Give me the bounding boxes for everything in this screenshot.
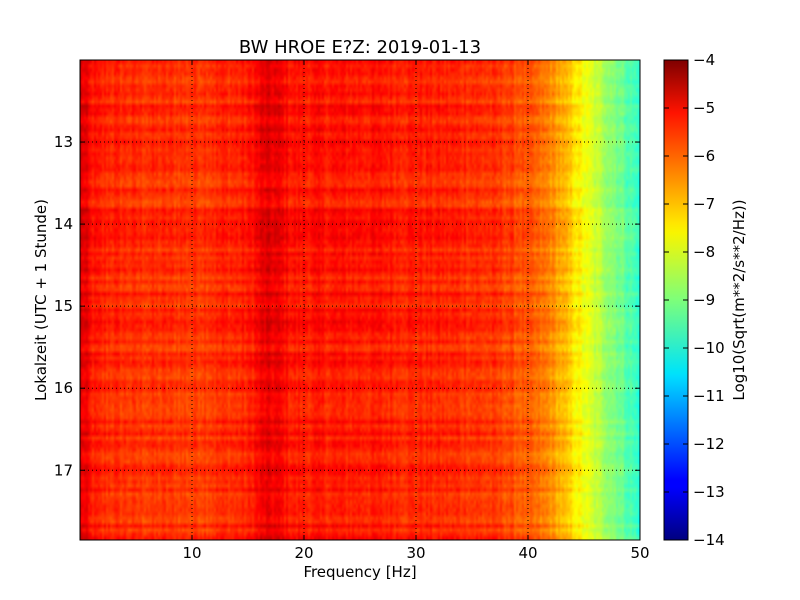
y-tick-label: 14	[54, 215, 73, 233]
x-tick-label: 20	[294, 544, 313, 562]
colorbar-tick-label: −9	[693, 291, 715, 309]
colorbar-ticks: −14 −13 −12 −11 −10 −9 −8 −7 −6 −5 −4	[664, 51, 725, 549]
y-tick-label: 16	[54, 379, 73, 397]
spectrogram-image	[80, 60, 640, 540]
colorbar-tick-label: −6	[693, 147, 715, 165]
y-axis-label: Lokalzeit (UTC + 1 Stunde)	[32, 199, 50, 401]
y-tick-label: 17	[54, 461, 73, 479]
x-tick-label: 50	[630, 544, 649, 562]
colorbar-tick-label: −10	[693, 339, 725, 357]
colorbar-tick-label: −8	[693, 243, 715, 261]
colorbar-tick-label: −7	[693, 195, 715, 213]
colorbar-tick-label: −13	[693, 483, 725, 501]
colorbar-tick-label: −4	[693, 51, 715, 69]
chart-title: BW HROE E?Z: 2019-01-13	[239, 37, 481, 58]
colorbar-label: Log10(Sqrt(m**2/s**2/Hz))	[730, 199, 748, 400]
plot-frame	[79, 59, 641, 541]
colorbar-tick-label: −5	[693, 99, 715, 117]
y-axis: 13 14 15 16 17	[54, 133, 640, 479]
x-tick-label: 30	[406, 544, 425, 562]
x-axis-label: Frequency [Hz]	[303, 563, 416, 581]
y-tick-label: 15	[54, 297, 73, 315]
x-axis: 10 20 30 40 50	[182, 60, 650, 562]
colorbar-tick-label: −14	[693, 531, 725, 549]
spectrogram-heatmap	[80, 60, 640, 540]
y-tick-label: 13	[54, 133, 73, 151]
colorbar-tick-label: −11	[693, 387, 725, 405]
x-tick-label: 40	[518, 544, 537, 562]
x-tick-label: 10	[182, 544, 201, 562]
colorbar-tick-label: −12	[693, 435, 725, 453]
